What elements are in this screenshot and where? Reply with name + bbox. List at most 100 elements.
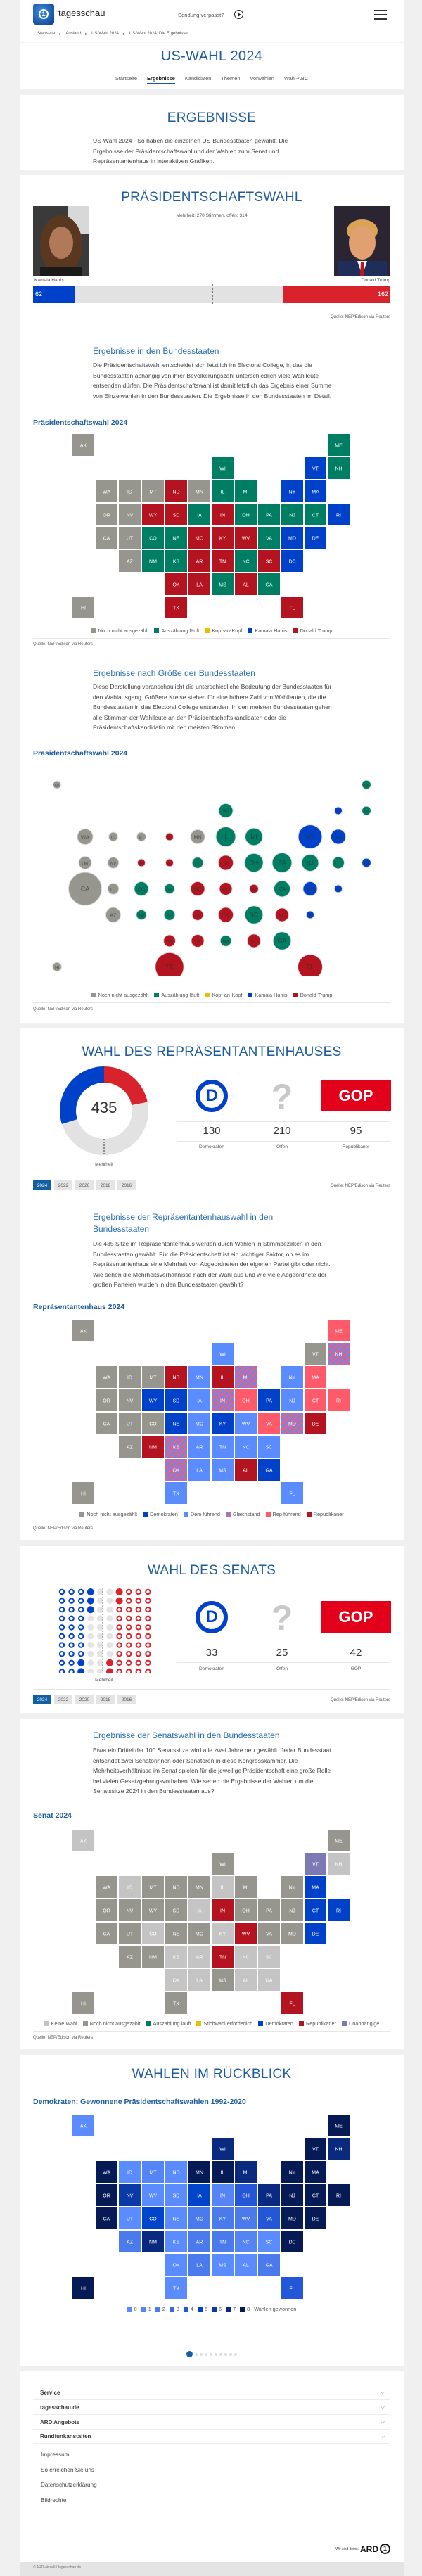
state-shape[interactable] — [212, 1413, 234, 1434]
state-shape[interactable] — [328, 434, 350, 456]
bubble-ne[interactable]: NE — [164, 883, 175, 895]
state-shape[interactable] — [328, 1853, 350, 1875]
state-wi[interactable]: WI — [212, 2138, 234, 2160]
state-shape[interactable] — [119, 2207, 141, 2229]
state-shape[interactable] — [212, 527, 234, 549]
pagination-dot[interactable] — [205, 2352, 207, 2356]
state-shape[interactable] — [165, 1459, 187, 1481]
state-shape[interactable] — [142, 480, 164, 502]
state-shape[interactable] — [305, 2184, 326, 2206]
state-shape[interactable] — [281, 527, 303, 549]
state-shape[interactable] — [258, 1413, 280, 1434]
state-shape[interactable] — [235, 1899, 257, 1921]
state-bubble[interactable] — [163, 909, 176, 921]
state-shape[interactable] — [212, 2138, 234, 2160]
state-nj[interactable]: NJ — [281, 504, 303, 525]
state-nv[interactable]: NV — [119, 1389, 141, 1411]
state-bubble[interactable] — [333, 884, 343, 893]
state-shape[interactable] — [96, 1413, 117, 1434]
state-shape[interactable] — [212, 1876, 234, 1898]
state-shape[interactable] — [96, 1923, 117, 1944]
state-nd[interactable]: ND — [165, 1876, 187, 1898]
state-shape[interactable] — [119, 1436, 141, 1458]
state-bubble[interactable] — [273, 880, 291, 898]
state-shape[interactable] — [281, 2184, 303, 2206]
state-nv[interactable]: NV — [119, 2184, 141, 2206]
year-button-2016[interactable]: 2016 — [117, 1180, 136, 1190]
state-nm[interactable]: NM — [142, 550, 164, 572]
footer-link-bildrechte[interactable]: Bildrechte — [41, 2497, 67, 2504]
state-bubble[interactable] — [301, 854, 319, 872]
state-shape[interactable] — [235, 527, 257, 549]
state-shape[interactable] — [235, 573, 257, 595]
state-shape[interactable] — [142, 1366, 164, 1388]
state-shape[interactable] — [96, 1366, 117, 1388]
pagination-dot[interactable] — [210, 2352, 212, 2356]
state-ak[interactable]: AK — [72, 434, 94, 456]
state-wa[interactable]: WA — [96, 480, 117, 502]
state-wa[interactable]: WA — [96, 1366, 117, 1388]
state-az[interactable]: AZ — [119, 550, 141, 572]
state-shape[interactable] — [72, 2115, 94, 2136]
state-ar[interactable]: AR — [188, 2231, 210, 2252]
state-mn[interactable]: MN — [188, 1876, 210, 1898]
state-ia[interactable]: IA — [188, 504, 210, 525]
state-mi[interactable]: MI — [235, 480, 257, 502]
state-shape[interactable] — [119, 480, 141, 502]
state-bubble[interactable] — [107, 857, 120, 869]
state-shape[interactable] — [165, 1482, 187, 1504]
state-ar[interactable]: AR — [188, 1436, 210, 1458]
state-shape[interactable] — [188, 1899, 210, 1921]
state-al[interactable]: AL — [235, 2254, 257, 2276]
state-ky[interactable]: KY — [212, 2207, 234, 2229]
state-shape[interactable] — [188, 527, 210, 549]
breadcrumb-item[interactable]: US-Wahl 2024 — [91, 32, 119, 36]
menu-icon[interactable] — [374, 10, 387, 20]
state-shape[interactable] — [258, 1969, 280, 1991]
state-shape[interactable] — [96, 2184, 117, 2206]
state-bubble[interactable] — [165, 858, 174, 867]
state-nv[interactable]: NV — [119, 504, 141, 525]
state-shape[interactable] — [165, 597, 187, 618]
bubble-az[interactable]: AZ — [105, 907, 122, 923]
bubble-or[interactable]: OR — [78, 855, 92, 870]
state-va[interactable]: VA — [258, 1923, 280, 1944]
state-wa[interactable]: WA — [96, 1876, 117, 1898]
state-mn[interactable]: MN — [188, 1366, 210, 1388]
state-shape[interactable] — [119, 2231, 141, 2252]
state-ct[interactable]: CT — [305, 504, 326, 525]
state-bubble[interactable] — [217, 855, 234, 871]
state-nm[interactable]: NM — [142, 1436, 164, 1458]
state-tx[interactable]: TX — [165, 597, 187, 618]
state-tn[interactable]: TN — [212, 2231, 234, 2252]
state-shape[interactable] — [281, 1413, 303, 1434]
state-bubble[interactable] — [163, 934, 176, 948]
bubble-al[interactable]: AL — [246, 933, 262, 948]
state-shape[interactable] — [281, 1876, 303, 1898]
state-fl[interactable]: FL — [281, 2277, 303, 2299]
state-bubble[interactable] — [191, 909, 204, 921]
state-shape[interactable] — [142, 1899, 164, 1921]
retro-state-map[interactable]: WA OR CA NV ID MT WY UT CO AZ NM ND SD NE KS OK TX MN IA MO… — [33, 2115, 390, 2300]
state-bubble[interactable] — [68, 872, 103, 906]
state-bubble[interactable] — [136, 909, 147, 921]
state-bubble[interactable] — [165, 832, 174, 841]
state-shape[interactable] — [188, 480, 210, 502]
state-shape[interactable] — [119, 2184, 141, 2206]
state-ky[interactable]: KY — [212, 1413, 234, 1434]
state-bubble[interactable] — [107, 883, 120, 895]
bubble-tx[interactable]: TX — [155, 952, 184, 976]
state-shape[interactable] — [96, 2161, 117, 2183]
state-shape[interactable] — [72, 597, 94, 618]
bubble-il[interactable]: IL — [215, 827, 236, 847]
bubble-wv[interactable]: WV — [249, 884, 259, 894]
year-button-2020[interactable]: 2020 — [75, 1180, 94, 1190]
state-shape[interactable] — [235, 2161, 257, 2183]
state-bubble[interactable] — [333, 806, 343, 815]
state-al[interactable]: AL — [235, 1459, 257, 1481]
state-shape[interactable] — [258, 504, 280, 525]
bubble-nd[interactable]: ND — [165, 832, 174, 841]
state-co[interactable]: CO — [142, 1923, 164, 1944]
house-state-map[interactable]: WA OR CA MT ID NV UT CO AZ AK HI VT WY SD NE PA KY GA MN WI… — [33, 1320, 390, 1505]
state-nc[interactable]: NC — [235, 1436, 257, 1458]
